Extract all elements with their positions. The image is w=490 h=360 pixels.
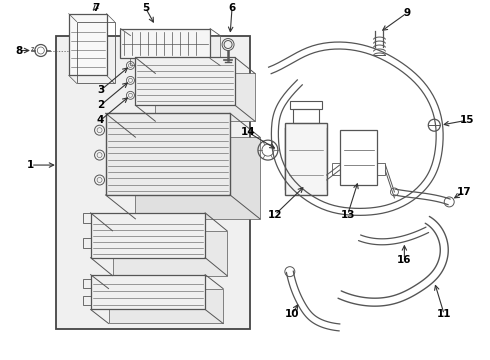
Text: 1: 1 <box>27 160 34 170</box>
Text: 17: 17 <box>457 187 471 197</box>
Bar <box>290 101 322 109</box>
Bar <box>83 213 91 223</box>
Text: 2: 2 <box>97 100 104 110</box>
Bar <box>285 123 327 195</box>
Bar <box>69 14 106 75</box>
Bar <box>91 275 205 310</box>
Bar <box>340 130 377 185</box>
Text: 14: 14 <box>241 127 255 137</box>
Bar <box>76 22 115 84</box>
Text: 9: 9 <box>404 8 411 18</box>
Text: 8: 8 <box>15 45 23 55</box>
Text: 15: 15 <box>460 115 474 125</box>
Bar <box>135 137 260 219</box>
Text: 12: 12 <box>268 210 282 220</box>
Text: 13: 13 <box>341 210 355 220</box>
Text: 5: 5 <box>142 3 149 13</box>
Bar <box>91 213 205 258</box>
Bar <box>108 289 223 323</box>
Bar <box>377 163 386 175</box>
Bar <box>83 279 91 288</box>
Text: 11: 11 <box>437 310 451 319</box>
Bar <box>130 36 220 66</box>
Bar <box>56 36 250 329</box>
Bar <box>293 109 318 123</box>
Bar <box>83 296 91 305</box>
Bar <box>155 73 255 121</box>
Text: 3: 3 <box>97 85 104 95</box>
Text: 4: 4 <box>97 115 104 125</box>
Text: 16: 16 <box>397 255 412 265</box>
Bar <box>332 163 340 175</box>
Text: 10: 10 <box>285 310 299 319</box>
Text: 6: 6 <box>228 3 236 13</box>
Bar <box>83 238 91 248</box>
Text: 7: 7 <box>92 3 99 13</box>
Bar <box>113 231 227 276</box>
Bar <box>121 28 210 58</box>
Bar <box>135 58 235 105</box>
Bar <box>105 113 230 195</box>
